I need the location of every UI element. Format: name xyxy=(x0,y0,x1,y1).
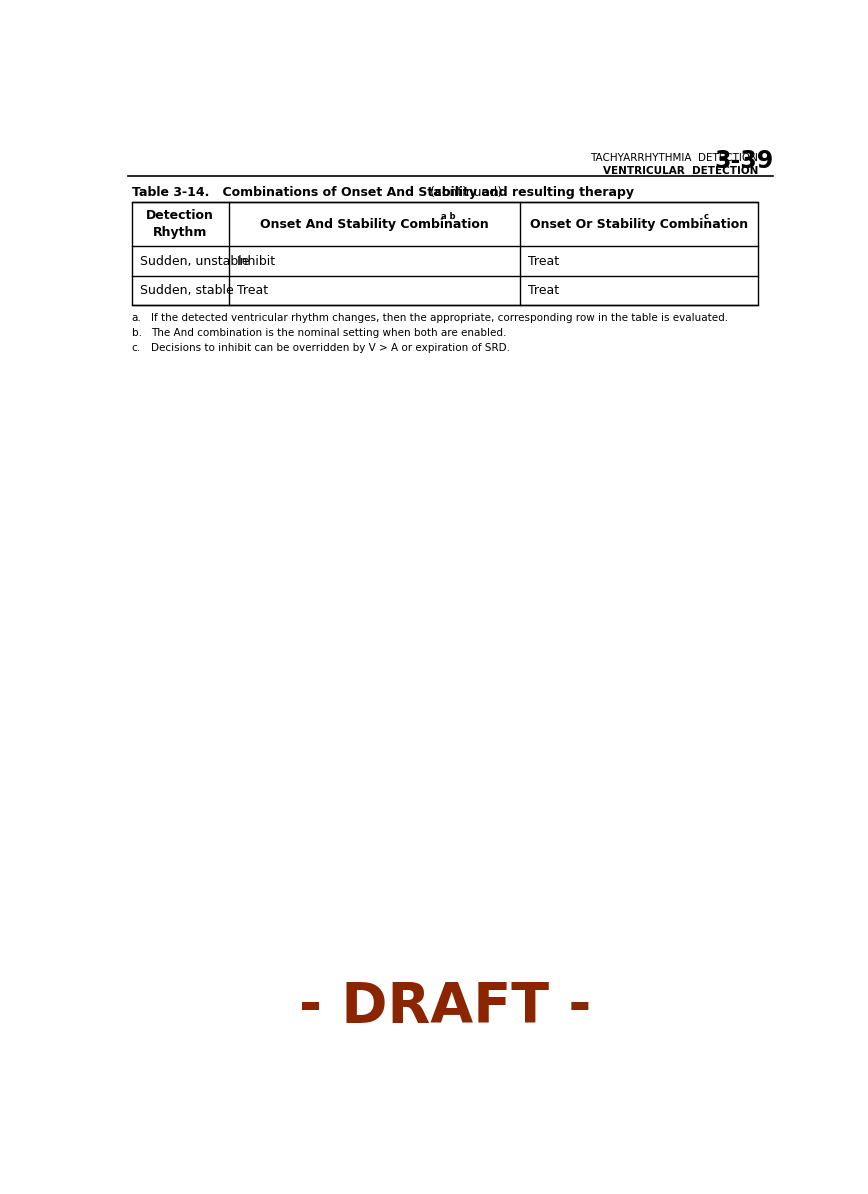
Text: Treat: Treat xyxy=(237,284,267,297)
Text: - DRAFT -: - DRAFT - xyxy=(299,980,591,1034)
Text: TACHYARRHYTHMIA  DETECTION: TACHYARRHYTHMIA DETECTION xyxy=(590,153,758,162)
Text: Onset And Stability Combination: Onset And Stability Combination xyxy=(260,217,489,230)
Text: c.: c. xyxy=(132,344,141,353)
Text: Inhibit: Inhibit xyxy=(237,254,276,267)
Text: If the detected ventricular rhythm changes, then the appropriate, corresponding : If the detected ventricular rhythm chang… xyxy=(151,313,728,322)
Text: Decisions to inhibit can be overridden by V > A or expiration of SRD.: Decisions to inhibit can be overridden b… xyxy=(151,344,510,353)
Text: (continued): (continued) xyxy=(426,186,503,199)
Text: VENTRICULAR  DETECTION: VENTRICULAR DETECTION xyxy=(602,166,758,177)
Text: Table 3-14.   Combinations of Onset And Stability and resulting therapy: Table 3-14. Combinations of Onset And St… xyxy=(132,186,634,199)
Text: The And combination is the nominal setting when both are enabled.: The And combination is the nominal setti… xyxy=(151,328,507,338)
Text: Sudden, unstable: Sudden, unstable xyxy=(140,254,249,267)
Text: a b: a b xyxy=(441,211,456,221)
Text: a.: a. xyxy=(132,313,141,322)
Text: c: c xyxy=(704,211,708,221)
Text: Onset Or Stability Combination: Onset Or Stability Combination xyxy=(529,217,748,230)
Text: Detection
Rhythm: Detection Rhythm xyxy=(147,209,214,239)
Bar xyxy=(132,202,758,304)
Text: Treat: Treat xyxy=(528,254,559,267)
Text: b.: b. xyxy=(132,328,141,338)
Text: Sudden, stable: Sudden, stable xyxy=(140,284,233,297)
Text: Treat: Treat xyxy=(528,284,559,297)
Text: 3-39: 3-39 xyxy=(714,149,773,173)
